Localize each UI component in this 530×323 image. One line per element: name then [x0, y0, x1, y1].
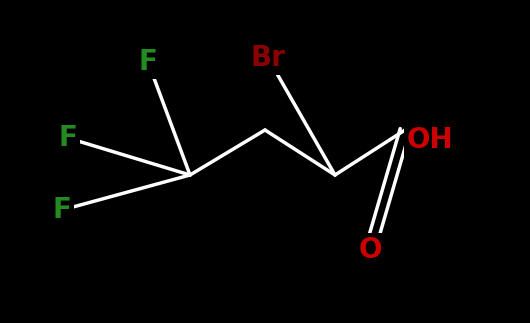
Text: OH: OH [407, 126, 453, 154]
Text: F: F [58, 124, 77, 152]
Text: O: O [358, 236, 382, 264]
Text: F: F [52, 196, 72, 224]
Text: Br: Br [251, 44, 286, 72]
Text: F: F [138, 48, 157, 76]
